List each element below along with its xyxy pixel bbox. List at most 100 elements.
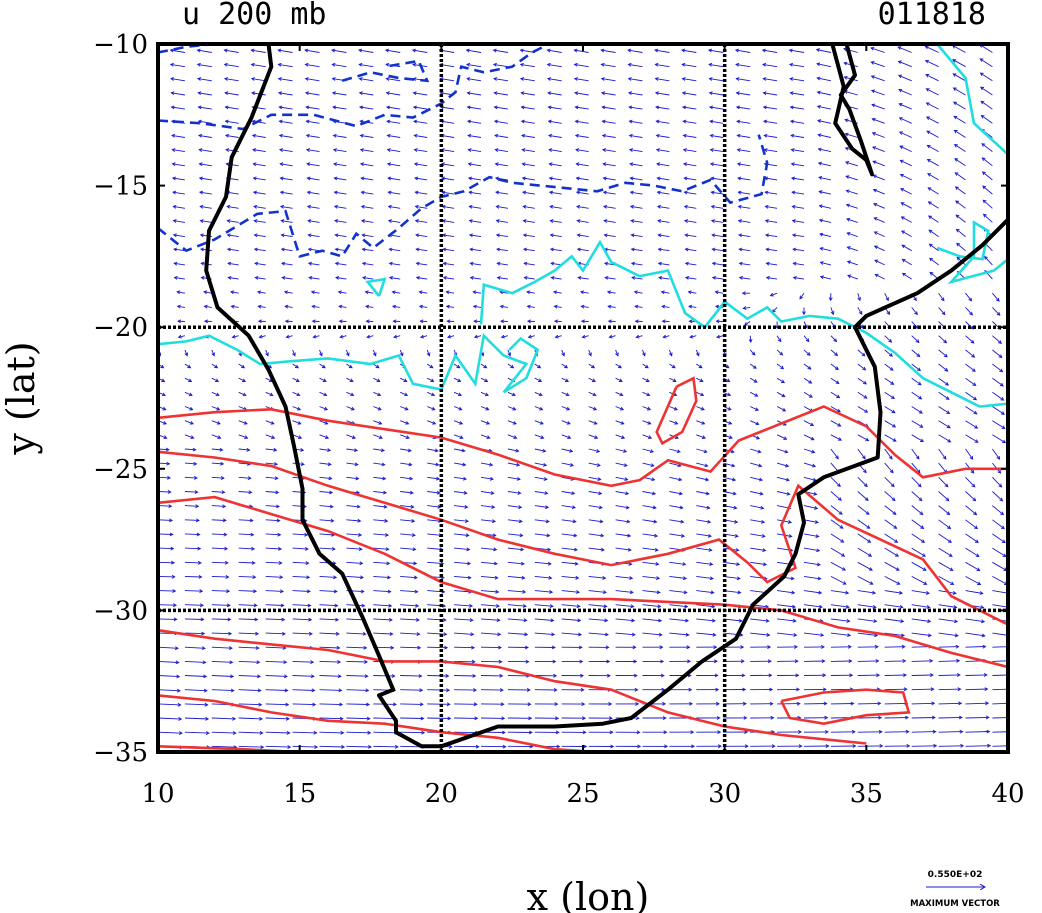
wind-vector [681, 62, 697, 68]
wind-vector [938, 363, 949, 372]
wind-vector [588, 519, 604, 524]
wind-vector [427, 406, 436, 411]
wind-vector [265, 575, 284, 580]
wind-vector [884, 349, 893, 357]
wind-vector [588, 491, 603, 496]
wind-vector [265, 631, 286, 636]
wind-vector [388, 247, 401, 252]
wind-vector [158, 731, 183, 736]
wind-vector [373, 589, 392, 594]
wind-vector [870, 61, 885, 68]
wind-vector [256, 290, 266, 295]
wind-vector [911, 363, 922, 372]
wind-vector [657, 233, 670, 238]
wind-vector [830, 335, 838, 343]
wind-vector [871, 117, 885, 124]
wind-vector [709, 148, 724, 153]
wind-vector [791, 233, 805, 238]
wind-vector [547, 119, 562, 124]
wind-vector [615, 349, 619, 357]
wind-vector [507, 491, 522, 495]
wind-vector [265, 603, 285, 608]
wind-vector [629, 204, 643, 209]
wind-vector [184, 406, 194, 411]
wind-vector [333, 176, 347, 181]
wind-vector [359, 133, 374, 138]
wind-vector [953, 129, 966, 138]
wind-vector [830, 547, 846, 557]
wind-vector [750, 673, 773, 678]
wind-vector [198, 162, 212, 167]
wind-vector [507, 716, 533, 721]
wind-vector [419, 334, 428, 339]
wind-vector [158, 546, 175, 551]
wind-vector [520, 91, 535, 96]
wind-vector [776, 335, 782, 343]
wind-vector [669, 687, 693, 692]
x-tick-label: 35 [850, 779, 883, 809]
wind-vector [493, 105, 508, 110]
vector-legend: 0.550E+02 MAXIMUM VECTOR [910, 870, 1000, 909]
wind-vector [776, 391, 786, 398]
wind-vector [873, 202, 885, 209]
wind-vector [588, 716, 613, 721]
wind-vector [615, 575, 634, 580]
wind-vector [265, 716, 290, 721]
wind-vector [575, 148, 589, 153]
wind-vector [211, 406, 221, 411]
wind-vector [857, 618, 878, 623]
wind-vector [169, 62, 185, 68]
wind-vector [292, 349, 296, 357]
wind-vector [346, 561, 364, 566]
wind-vector [413, 133, 428, 138]
wind-vector [669, 377, 677, 382]
wind-vector [465, 48, 482, 53]
wind-vector [965, 701, 990, 706]
plot-area [158, 44, 1008, 752]
wind-vector [534, 519, 550, 524]
wind-vector [361, 261, 374, 266]
positive-contour [780, 688, 911, 726]
wind-vector [629, 162, 643, 167]
wind-vector [231, 334, 239, 339]
wind-vector [184, 420, 194, 425]
wind-vector [480, 744, 507, 749]
wind-vector [507, 702, 532, 707]
wind-vector [507, 476, 521, 481]
wind-vector [453, 406, 463, 411]
wind-vector [911, 335, 920, 344]
wind-vector [413, 119, 428, 124]
wind-vector [588, 448, 601, 453]
wind-vector [223, 48, 239, 53]
wind-vector [575, 176, 589, 181]
wind-vector [573, 48, 589, 53]
wind-vector [777, 744, 803, 748]
wind-vector [682, 133, 697, 138]
wind-vector [386, 148, 401, 153]
wind-vector [654, 48, 670, 53]
wind-vector [615, 744, 642, 749]
wind-vector [561, 632, 583, 637]
wind-vector [762, 91, 778, 96]
wind-vector [388, 275, 401, 280]
wind-vector [307, 219, 320, 223]
wind-vector [911, 391, 923, 400]
wind-vector [898, 88, 912, 96]
wind-vector [669, 491, 684, 496]
wind-vector [522, 247, 535, 252]
wind-vector [454, 462, 467, 467]
wind-vector [818, 175, 831, 181]
wind-vector [507, 448, 520, 453]
wind-vector [265, 349, 269, 357]
axes: 10 15 20 25 30 35 40 −10 −15 −20 −25 −30 −35 [93, 30, 1024, 809]
wind-vector [750, 420, 760, 426]
wind-vector [965, 391, 978, 401]
wind-vector [604, 275, 616, 280]
wind-vector [184, 660, 207, 665]
wind-vector [992, 519, 1005, 530]
wind-vector [696, 673, 719, 678]
wind-vector [803, 590, 823, 595]
wind-vector [400, 519, 416, 523]
wind-vector [615, 659, 638, 664]
wind-vector [845, 189, 858, 195]
